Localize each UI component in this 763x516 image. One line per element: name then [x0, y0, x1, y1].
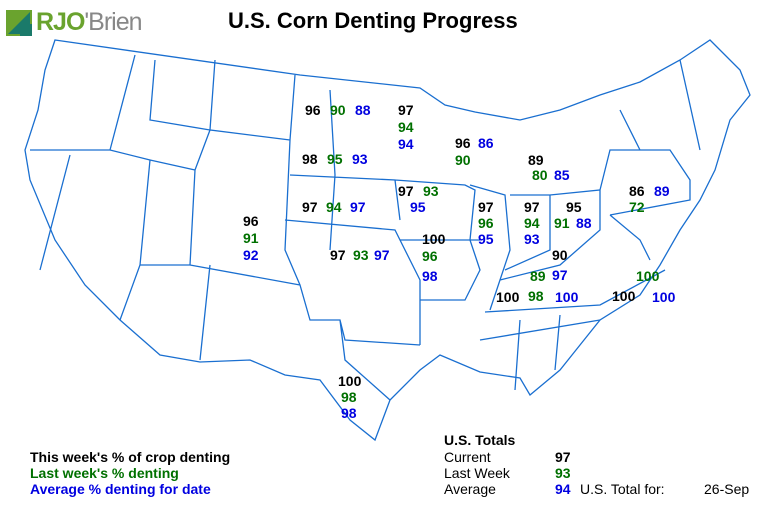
state-tn-last-week: 98: [528, 288, 544, 304]
logo-text-rest: 'Brien: [84, 8, 142, 36]
state-mo-current: 100: [422, 231, 446, 247]
state-tx-current: 100: [338, 373, 362, 389]
totals-average: 94: [555, 481, 571, 497]
state-tx-last-week: 98: [341, 389, 357, 405]
state-mi-average: 85: [554, 167, 570, 183]
state-nc-current: 100: [612, 288, 636, 304]
state-ky-average: 97: [552, 267, 568, 283]
state-pa-current: 86: [629, 183, 645, 199]
totals-heading: U.S. Totals: [444, 432, 516, 448]
state-borders: [30, 54, 701, 401]
legend-last-week: Last week's % denting: [30, 465, 179, 481]
logo-mark-icon: [6, 9, 32, 36]
state-ne-last-week: 94: [326, 199, 342, 215]
state-ne-current: 97: [302, 199, 318, 215]
state-in-last-week: 94: [524, 215, 540, 231]
state-mn-current: 97: [398, 102, 414, 118]
legend-average: Average % denting for date: [30, 481, 211, 497]
state-mn-last-week: 94: [398, 119, 414, 135]
state-pa-last-week: 72: [629, 199, 645, 215]
state-ks-average: 97: [374, 247, 390, 263]
totals-current: 97: [555, 449, 571, 465]
state-wi-last-week: 90: [455, 152, 471, 168]
logo-text: RJO: [36, 8, 85, 36]
state-tn-current: 100: [496, 289, 520, 305]
state-wi-current: 96: [455, 135, 471, 151]
state-ky-current: 90: [552, 247, 568, 263]
state-tn-average: 100: [555, 289, 579, 305]
state-ia-average: 95: [410, 199, 426, 215]
state-pa-average: 89: [654, 183, 670, 199]
state-ks-current: 97: [330, 247, 346, 263]
legend-current: This week's % of crop denting: [30, 449, 231, 465]
page-title: U.S. Corn Denting Progress: [228, 8, 518, 33]
state-sd-average: 93: [352, 151, 368, 167]
state-ia-current: 97: [398, 183, 414, 199]
totals-average-label: Average: [444, 481, 496, 497]
state-oh-average: 88: [576, 215, 592, 231]
state-il-current: 97: [478, 199, 494, 215]
totals-last-week: 93: [555, 465, 571, 481]
state-co-average: 92: [243, 247, 259, 263]
state-oh-current: 95: [566, 199, 582, 215]
state-mi-last-week: 80: [532, 167, 548, 183]
state-in-average: 93: [524, 231, 540, 247]
totals-date: 26-Sep: [704, 481, 750, 497]
state-co-current: 96: [243, 213, 259, 229]
state-oh-last-week: 91: [554, 215, 570, 231]
state-mi-current: 89: [528, 152, 544, 168]
totals-current-label: Current: [444, 449, 491, 465]
state-ia-last-week: 93: [423, 183, 439, 199]
state-co-last-week: 91: [243, 230, 259, 246]
totals-date-label: U.S. Total for:: [580, 481, 665, 497]
state-nd-last-week: 90: [330, 102, 346, 118]
state-sd-current: 98: [302, 151, 318, 167]
state-il-last-week: 96: [478, 215, 494, 231]
state-nd-average: 88: [355, 102, 371, 118]
state-nc-last-week: 100: [636, 268, 660, 284]
state-ky-last-week: 89: [530, 268, 546, 284]
state-nd-current: 96: [305, 102, 321, 118]
totals-last-week-label: Last Week: [444, 465, 510, 481]
state-il-average: 95: [478, 231, 494, 247]
state-tx-average: 98: [341, 405, 357, 421]
state-mo-last-week: 96: [422, 248, 438, 264]
state-sd-last-week: 95: [327, 151, 343, 167]
state-ks-last-week: 93: [353, 247, 369, 263]
state-mo-average: 98: [422, 268, 438, 284]
state-ne-average: 97: [350, 199, 366, 215]
state-mn-average: 94: [398, 136, 414, 152]
state-wi-average: 86: [478, 135, 494, 151]
us-outline: [24, 39, 751, 442]
state-in-current: 97: [524, 199, 540, 215]
state-nc-average: 100: [652, 289, 676, 305]
rjo-brien-logo: RJO'Brien: [6, 8, 143, 37]
